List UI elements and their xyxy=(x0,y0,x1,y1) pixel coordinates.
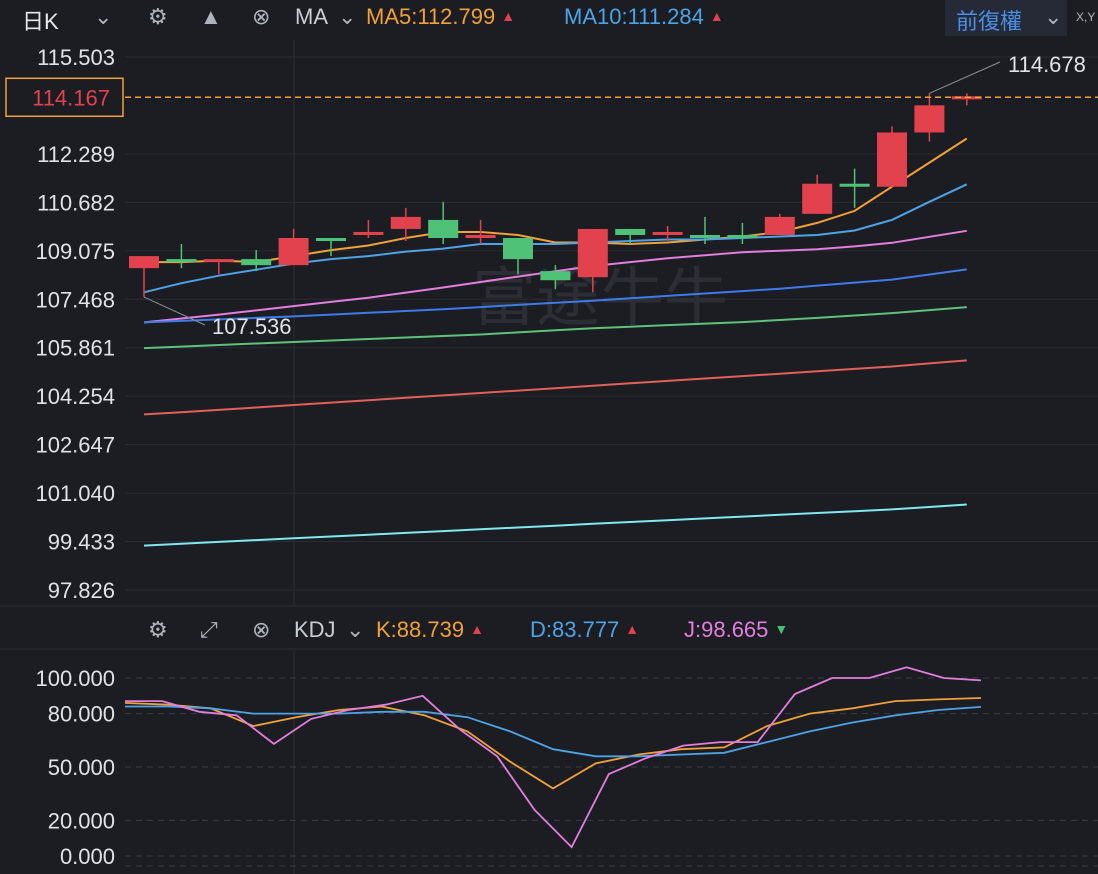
chevron-down-icon[interactable]: ⌄ xyxy=(346,617,365,642)
candle-body xyxy=(615,228,646,235)
y-axis-labels: 115.503 112.289 110.682 109.075 107.468 105.8… xyxy=(35,45,115,869)
y-tick-label: 112.289 xyxy=(37,142,115,167)
candle-body xyxy=(727,234,758,239)
k-value: K:88.739 ▲ xyxy=(376,617,484,642)
indicator-select[interactable]: MA xyxy=(295,4,328,29)
down-arrow-icon: ▼ xyxy=(774,621,789,637)
ma-lines xyxy=(143,137,968,547)
j-value: J:98.665 ▼ xyxy=(684,617,789,642)
period-select[interactable]: 日K xyxy=(22,9,59,34)
adjust-select[interactable]: 前復權 xyxy=(956,9,1023,34)
d-value: D:83.777 ▲ xyxy=(530,617,640,642)
candle-body xyxy=(465,234,496,239)
candle-body xyxy=(203,259,234,263)
candle-body xyxy=(652,231,683,235)
close-icon[interactable]: ⊗ xyxy=(252,4,271,29)
max-price-label: 114.678 xyxy=(1008,52,1086,77)
candle-body xyxy=(390,216,421,229)
candle-body xyxy=(428,219,459,239)
ma-line-ma120 xyxy=(143,359,967,416)
candle-body xyxy=(129,256,159,269)
candle-body xyxy=(914,105,945,133)
candle-body xyxy=(503,238,533,260)
candle-body xyxy=(540,271,571,281)
chevron-down-icon[interactable]: ⌄ xyxy=(94,4,113,29)
candle-body xyxy=(764,216,795,235)
gear-icon[interactable]: ⚙ xyxy=(148,4,168,29)
y-tick-label: 105.861 xyxy=(35,336,115,361)
expand-icon[interactable]: ⤢ xyxy=(200,617,218,642)
y-tick-label: 107.468 xyxy=(35,287,115,312)
candle-body xyxy=(241,259,272,266)
ma-line-ma250 xyxy=(143,503,967,547)
kdj-tick-label: 50.000 xyxy=(48,755,115,780)
kdj-tick-label: 0.000 xyxy=(60,844,115,869)
candle-body xyxy=(877,132,907,187)
up-arrow-icon: ▲ xyxy=(709,8,724,24)
kdj-tick-label: 20.000 xyxy=(48,808,115,833)
max-leader xyxy=(929,61,1001,94)
candle-body xyxy=(839,183,870,187)
ma-line-ma60 xyxy=(143,306,967,350)
ma-line-ma30 xyxy=(143,268,967,324)
gear-icon[interactable]: ⚙ xyxy=(148,617,168,642)
kdj-tick-label: 80.000 xyxy=(48,702,115,727)
close-icon[interactable]: ⊗ xyxy=(252,617,271,642)
current-price-label: 114.167 xyxy=(32,85,110,110)
grid-lines xyxy=(0,40,1098,874)
y-tick-label: 104.254 xyxy=(35,384,115,409)
up-arrow-icon: ▲ xyxy=(625,621,640,637)
kdj-toolbar: ⚙ ⤢ ⊗ KDJ ⌄ K:88.739 ▲ D:83.777 ▲ J:98.665… xyxy=(0,609,1098,649)
ma-line-ma10 xyxy=(143,183,968,294)
y-tick-label: 115.503 xyxy=(37,45,115,70)
min-price-label: 107.536 xyxy=(212,314,292,339)
crosshair-icon[interactable]: X,Y xyxy=(1076,10,1096,24)
chevron-down-icon[interactable]: ⌄ xyxy=(1044,4,1063,29)
warning-icon[interactable]: ▲ xyxy=(200,4,222,29)
kdj-lines xyxy=(124,666,982,849)
chart-toolbar: 日K ⌄ ⚙ ▲ ⊗ MA ⌄ MA5:112.799 ▲ MA10:111.28… xyxy=(0,0,1098,36)
kdj-line-j xyxy=(125,666,982,849)
candle-body xyxy=(316,238,346,242)
candle-body xyxy=(278,238,309,266)
ma5-value: MA5:112.799 ▲ xyxy=(366,4,516,29)
kdj-tick-label: 100.000 xyxy=(35,666,115,691)
candle-body xyxy=(353,231,384,235)
annotations: 114.167 114.678 107.536 xyxy=(5,52,1098,339)
candle-body xyxy=(690,234,720,239)
kdj-line-d xyxy=(125,705,982,758)
candle-body xyxy=(802,183,833,214)
y-tick-label: 99.433 xyxy=(48,530,115,555)
y-tick-label: 109.075 xyxy=(35,239,115,264)
y-tick-label: 97.826 xyxy=(48,578,115,603)
kdj-indicator-select[interactable]: KDJ xyxy=(294,617,336,642)
y-tick-label: 110.682 xyxy=(37,190,115,215)
kdj-line-k xyxy=(124,697,982,790)
adjust-button-bg xyxy=(945,0,1067,36)
up-arrow-icon: ▲ xyxy=(470,621,484,637)
ma10-value: MA10:111.284 ▲ xyxy=(564,4,724,29)
candles xyxy=(129,93,982,298)
candle-body xyxy=(166,259,197,263)
current-price-box xyxy=(5,77,124,118)
candle-body xyxy=(577,228,608,278)
y-tick-label: 102.647 xyxy=(35,433,115,458)
y-tick-label: 101.040 xyxy=(35,481,115,506)
up-arrow-icon: ▲ xyxy=(501,8,516,24)
chevron-down-icon[interactable]: ⌄ xyxy=(338,4,357,29)
min-leader xyxy=(143,296,206,326)
